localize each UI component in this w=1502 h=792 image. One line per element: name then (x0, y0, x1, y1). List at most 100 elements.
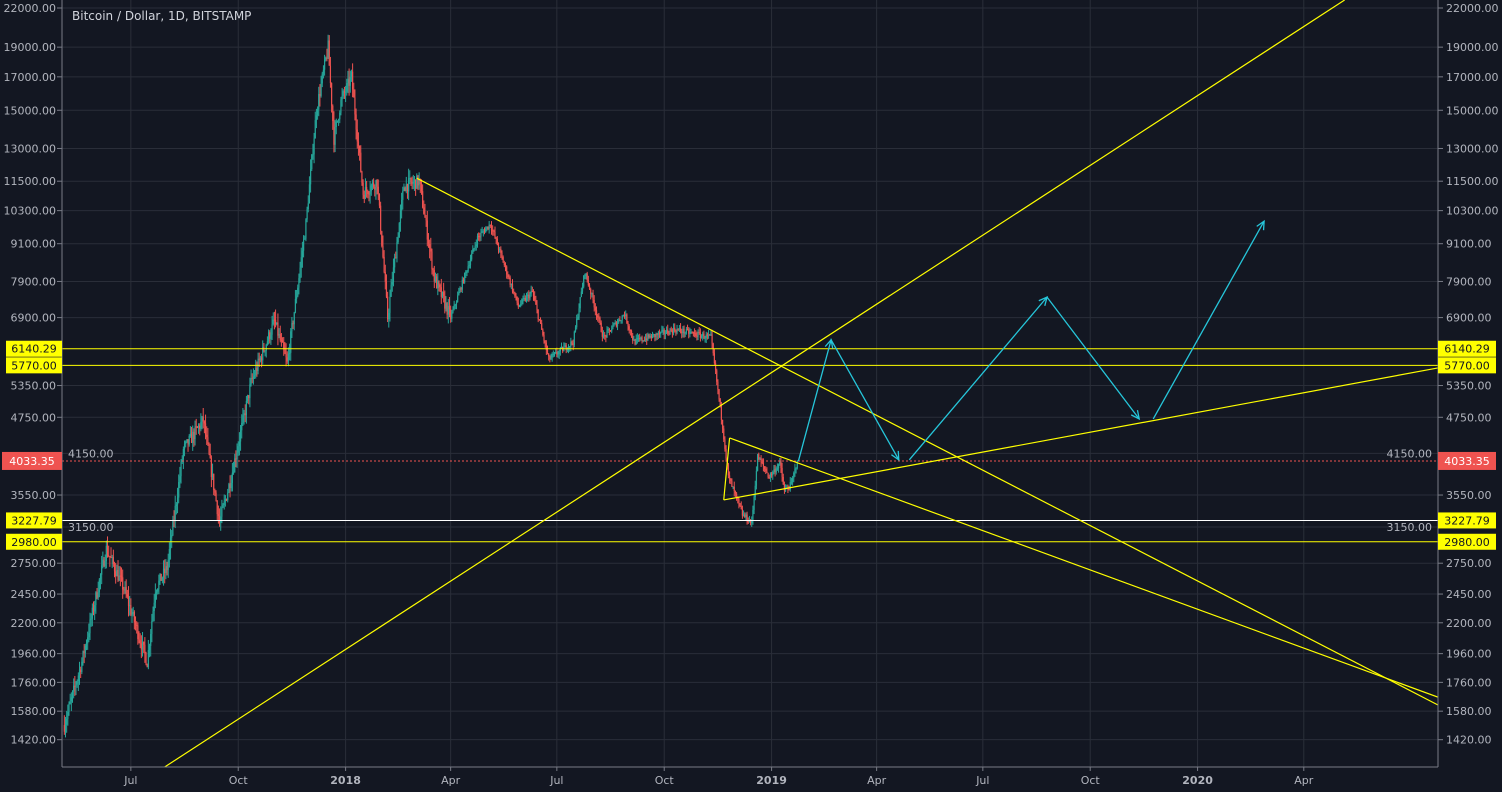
candle-down (353, 89, 355, 98)
candle-up (241, 422, 243, 431)
y-tick-label-right: 4750.00 (1446, 411, 1492, 424)
candle-up (653, 334, 655, 336)
candle-up (232, 472, 235, 474)
candle-up (320, 83, 322, 96)
level-badge (1438, 340, 1496, 357)
candle-up (388, 312, 390, 320)
candle-up (613, 323, 615, 326)
candle-down (115, 571, 117, 577)
candle-down (113, 564, 116, 572)
candle-up (389, 296, 391, 313)
candle-up (662, 329, 664, 331)
candle-down (670, 329, 672, 331)
candle-down (747, 521, 749, 523)
candle-up (298, 278, 300, 288)
candle-up (234, 458, 236, 473)
candle-down (671, 330, 673, 334)
level-label-right: 5770.00 (1444, 359, 1490, 372)
candle-up (237, 446, 239, 453)
candle-down (273, 319, 276, 321)
candle-down (643, 340, 645, 342)
candle-up (151, 621, 153, 634)
candle-down (681, 331, 683, 334)
candle-up (194, 426, 196, 440)
last-price-badge (2, 451, 62, 470)
candle-down (462, 279, 465, 283)
candle-down (190, 433, 193, 443)
candle-down (493, 230, 495, 232)
candle-down (699, 332, 701, 338)
candle-down (615, 322, 617, 327)
candle-up (76, 681, 78, 685)
candle-up (132, 612, 134, 615)
y-tick-label-right: 1580.00 (1446, 705, 1492, 718)
candle-up (777, 464, 780, 469)
candle-down (427, 239, 430, 245)
candle-up (451, 312, 453, 319)
candle-up (563, 347, 565, 352)
candle-up (111, 556, 113, 558)
candle-down (431, 251, 433, 270)
candle-down (348, 78, 350, 86)
candle-up (585, 273, 587, 275)
y-tick-label-right: 19000.00 (1446, 41, 1499, 54)
candle-down (425, 217, 427, 221)
level-badge (6, 512, 62, 529)
y-tick-label-right: 3550.00 (1446, 489, 1492, 502)
level-badge (6, 533, 62, 550)
candle-up (152, 610, 154, 622)
candle-up (222, 504, 224, 508)
candle-down (600, 322, 602, 332)
candle-up (227, 492, 229, 501)
candle-down (479, 236, 481, 238)
candle-up (323, 59, 326, 70)
candle-down (688, 329, 690, 334)
candle-down (117, 569, 119, 581)
candle-down (360, 152, 362, 172)
y-tick-label-left: 19000.00 (4, 41, 57, 54)
candle-down (713, 353, 716, 364)
candle-up (510, 283, 512, 285)
candle-up (167, 559, 169, 571)
candle-up (186, 439, 188, 442)
level-badge (1438, 533, 1496, 550)
candle-up (346, 83, 348, 92)
candle-down (541, 323, 543, 330)
candle-up (399, 210, 402, 224)
x-tick-label: Oct (1081, 774, 1101, 787)
candle-up (398, 223, 400, 238)
candle-up (689, 332, 691, 334)
candle-down (382, 245, 384, 257)
candle-up (70, 697, 72, 702)
candle-down (767, 473, 769, 478)
candle-down (218, 515, 221, 523)
horizontal-levels (62, 348, 1438, 543)
candle-up (294, 298, 297, 313)
candle-down (599, 318, 601, 323)
candle-down (546, 350, 549, 354)
axes[interactable]: 22000.00 22000.00 19000.00 19000.00 17000.00… (4, 2, 1499, 787)
candle-down (133, 612, 135, 623)
candle-up (474, 245, 476, 249)
candle-up (69, 701, 71, 704)
candle-down (506, 266, 508, 275)
candle-down (727, 464, 730, 476)
level-badge (6, 340, 62, 357)
candle-up (614, 322, 616, 324)
candle-down (537, 309, 539, 320)
candle-up (486, 226, 488, 229)
candle-up (651, 334, 654, 339)
candle-up (102, 559, 104, 566)
candle-down (517, 302, 519, 307)
candle-down (214, 490, 216, 493)
candle-down (376, 180, 378, 187)
candle-down (83, 651, 85, 654)
candle-up (141, 641, 144, 650)
candle-down (734, 491, 737, 494)
candle-down (195, 426, 197, 428)
candle-down (590, 289, 592, 295)
candle-down (285, 353, 287, 358)
candle-up (293, 312, 295, 325)
candle-down (130, 605, 132, 615)
